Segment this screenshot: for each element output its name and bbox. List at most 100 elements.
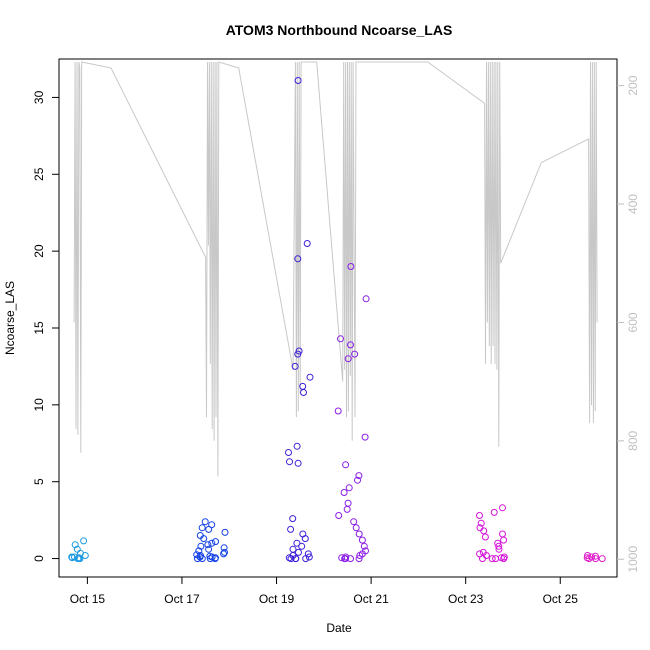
data-point [221, 528, 229, 536]
data-point [344, 355, 352, 363]
data-point [477, 519, 485, 527]
data-point [598, 555, 606, 563]
data-point [204, 541, 212, 549]
data-point [291, 362, 299, 370]
data-point [362, 295, 370, 303]
y-axis-label: Ncoarse_LAS [3, 281, 17, 355]
data-point [476, 512, 483, 519]
series-group-4 [334, 263, 370, 563]
data-point [592, 555, 600, 563]
right-series-line [73, 61, 598, 477]
data-point [360, 542, 368, 550]
data-point [71, 553, 78, 561]
chart-title: ATOM3 Northbound Ncoarse_LAS [226, 22, 453, 38]
data-point [355, 530, 363, 538]
data-point [343, 505, 351, 513]
data-point [287, 525, 295, 533]
data-point [495, 542, 503, 550]
data-point [293, 539, 301, 547]
y2-tick-label: 600 [626, 312, 640, 332]
data-point [340, 489, 348, 496]
data-point [592, 552, 599, 560]
data-point [497, 554, 505, 562]
data-point [305, 553, 313, 561]
data-point [481, 533, 489, 541]
series-group-1 [68, 537, 89, 563]
x-tick-label: Oct 17 [164, 592, 200, 606]
data-point [196, 532, 204, 539]
data-point [351, 350, 359, 358]
y-tick-label: 0 [32, 555, 46, 562]
data-point [294, 255, 302, 263]
data-point [354, 476, 361, 484]
data-point [335, 512, 343, 519]
data-point [584, 552, 591, 559]
data-point [334, 407, 342, 415]
data-point [294, 459, 302, 467]
data-point [285, 554, 293, 562]
data-point [71, 541, 79, 549]
series-group-3 [285, 77, 314, 563]
x-tick-label: Oct 15 [70, 592, 106, 606]
data-point [476, 550, 484, 558]
data-point [494, 539, 502, 547]
data-point [479, 548, 487, 556]
data-point [476, 524, 484, 532]
data-point [206, 555, 214, 563]
data-point [205, 545, 213, 553]
y-tick-label: 20 [32, 244, 46, 258]
y-tick-label: 10 [32, 398, 46, 412]
data-point [342, 553, 350, 561]
x-tick-label: Oct 25 [543, 592, 579, 606]
y2-tick-label: 800 [626, 431, 640, 451]
data-point [68, 553, 76, 561]
y2-tick-label: 400 [626, 194, 640, 214]
x-axis: Oct 15 Oct 17 Oct 19 Oct 21 Oct 23 Oct 25 [70, 576, 579, 606]
y2-tick-label: 1000 [626, 546, 640, 573]
data-point [350, 518, 358, 526]
series-group-5 [476, 504, 508, 563]
data-point [295, 548, 302, 556]
data-point [344, 499, 352, 507]
data-point [197, 552, 204, 559]
data-point [500, 536, 508, 544]
data-point [80, 537, 88, 545]
data-point [355, 555, 363, 563]
data-point [193, 551, 201, 559]
data-point [490, 508, 498, 516]
x-tick-label: Oct 23 [448, 592, 484, 606]
y-tick-label: 25 [32, 167, 46, 181]
data-point [197, 542, 205, 550]
data-point [201, 518, 209, 526]
data-point [347, 263, 355, 270]
data-point [206, 552, 214, 560]
data-points [68, 77, 606, 563]
data-point [208, 539, 216, 547]
y2-axis: 200 400 600 800 1000 [617, 75, 640, 573]
data-point [299, 382, 307, 390]
data-point [285, 449, 292, 456]
data-point [286, 458, 293, 466]
data-point [362, 547, 369, 555]
x-tick-label: Oct 19 [259, 592, 295, 606]
y-axis: 0 5 10 15 20 25 30 [32, 90, 59, 562]
data-point [352, 524, 360, 532]
data-point [355, 472, 363, 480]
data-point [198, 524, 206, 532]
x-axis-label: Date [326, 621, 352, 635]
data-point [347, 341, 354, 349]
data-point [342, 461, 350, 469]
data-point [341, 555, 349, 563]
data-point [289, 545, 297, 553]
data-point [293, 442, 301, 450]
data-point [499, 504, 506, 512]
data-point [212, 538, 219, 546]
data-point [488, 555, 496, 563]
data-point [300, 389, 307, 396]
data-point [299, 530, 307, 538]
data-point [220, 544, 228, 552]
y-tick-label: 15 [32, 321, 46, 335]
data-point [499, 530, 506, 538]
data-point [337, 335, 344, 343]
